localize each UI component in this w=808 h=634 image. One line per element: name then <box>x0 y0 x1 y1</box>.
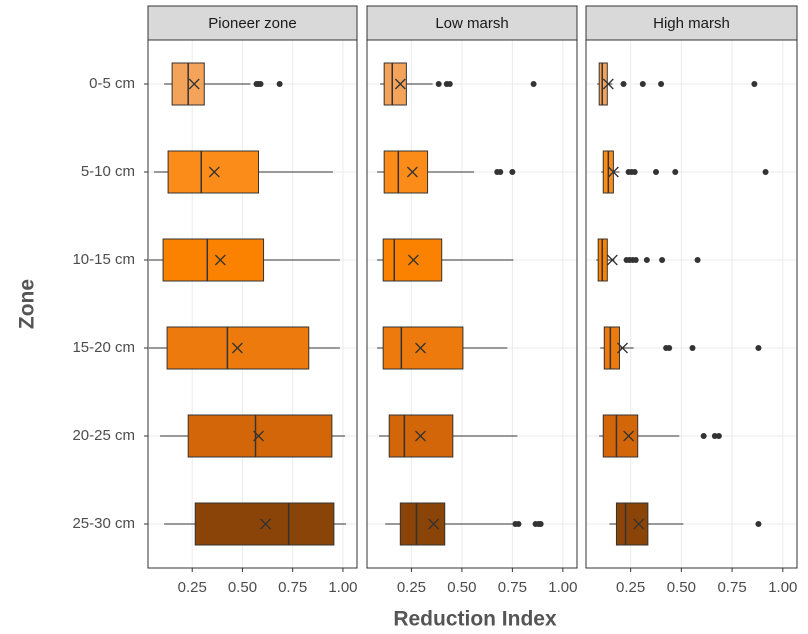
strip <box>366 5 578 41</box>
outlier <box>666 345 673 351</box>
x-tick-label: 1.00 <box>768 579 797 596</box>
x-tick-label: 1.00 <box>548 579 577 596</box>
mean-marker <box>231 342 243 354</box>
mean-marker <box>214 254 226 266</box>
box <box>382 238 443 282</box>
mean-marker <box>394 78 406 90</box>
mean-marker <box>428 518 440 530</box>
y-axis-title: Zone <box>16 279 39 329</box>
strip-label: High marsh <box>653 15 730 32</box>
outlier <box>639 81 646 87</box>
mean-marker <box>415 342 426 354</box>
box <box>162 238 265 282</box>
outlier <box>658 81 665 87</box>
strip-label: Low marsh <box>435 15 508 32</box>
box <box>194 502 335 546</box>
panel-background <box>367 40 577 568</box>
mean-marker <box>623 430 635 442</box>
mean-marker <box>607 166 619 178</box>
box <box>598 62 608 106</box>
outlier <box>755 345 762 351</box>
outlier <box>689 345 696 351</box>
outlier <box>755 521 762 527</box>
box <box>602 414 639 458</box>
outlier <box>257 81 264 87</box>
outlier <box>435 81 442 87</box>
outlier <box>715 433 722 439</box>
outlier <box>509 169 516 175</box>
y-tick-label: 15-20 cm <box>72 339 135 356</box>
mean-marker <box>253 430 264 442</box>
x-tick-label: 0.50 <box>228 579 257 596</box>
outlier <box>694 257 701 263</box>
outlier <box>446 81 453 87</box>
box <box>383 150 429 194</box>
y-tick-label: 0-5 cm <box>89 75 135 92</box>
mean-marker <box>407 254 419 266</box>
panel-border <box>147 39 358 569</box>
outlier <box>659 257 666 263</box>
x-tick-label: 0.25 <box>178 579 207 596</box>
panel-border <box>585 39 798 569</box>
x-tick-label: 0.25 <box>397 579 426 596</box>
y-tick-label: 10-15 cm <box>72 251 135 268</box>
panel-background <box>148 40 357 568</box>
box <box>382 326 464 370</box>
mean-marker <box>208 166 220 178</box>
outlier <box>632 257 639 263</box>
strip-label: Pioneer zone <box>208 15 296 32</box>
x-tick-label: 0.25 <box>616 579 645 596</box>
outlier <box>652 169 659 175</box>
y-tick-label: 5-10 cm <box>81 163 135 180</box>
panel-background <box>586 40 797 568</box>
box <box>399 502 446 546</box>
outlier <box>631 169 638 175</box>
y-tick-label: 20-25 cm <box>72 427 135 444</box>
outlier <box>700 433 707 439</box>
x-tick-label: 1.00 <box>328 579 357 596</box>
x-tick-label: 0.75 <box>278 579 307 596</box>
x-tick-label: 0.75 <box>498 579 527 596</box>
outlier <box>537 521 544 527</box>
outlier <box>515 521 522 527</box>
mean-marker <box>617 342 628 354</box>
strip <box>147 5 358 41</box>
outlier <box>643 257 650 263</box>
outlier <box>530 81 537 87</box>
box <box>187 414 333 458</box>
mean-marker <box>188 78 200 90</box>
mean-marker <box>606 254 618 266</box>
box <box>167 150 260 194</box>
strip <box>585 5 798 41</box>
mean-marker <box>260 518 272 530</box>
x-tick-label: 0.75 <box>717 579 746 596</box>
mean-marker <box>602 78 614 90</box>
outlier <box>276 81 283 87</box>
box <box>615 502 649 546</box>
outlier <box>497 169 504 175</box>
mean-marker <box>415 430 426 442</box>
x-tick-label: 0.50 <box>667 579 696 596</box>
panel-border <box>366 39 578 569</box>
x-axis-title: Reduction Index <box>393 608 557 631</box>
outlier <box>620 81 627 87</box>
mean-marker <box>406 166 418 178</box>
box <box>383 62 407 106</box>
outlier <box>762 169 769 175</box>
box <box>603 326 620 370</box>
mean-marker <box>633 518 645 530</box>
x-tick-label: 0.50 <box>447 579 476 596</box>
y-tick-label: 25-30 cm <box>72 515 135 532</box>
outlier <box>672 169 679 175</box>
outlier <box>751 81 758 87</box>
